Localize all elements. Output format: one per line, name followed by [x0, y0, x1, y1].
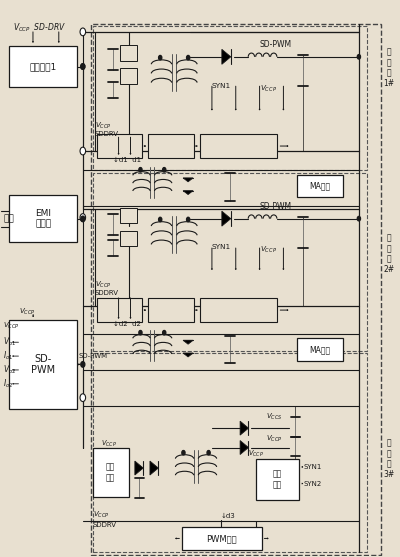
Text: EMI
滤波器: EMI 滤波器 [35, 209, 51, 228]
Text: $V_{CCP}$: $V_{CCP}$ [266, 434, 282, 444]
Polygon shape [183, 178, 193, 182]
Circle shape [182, 451, 185, 455]
Text: $V_{CCP}$: $V_{CCP}$ [260, 84, 277, 94]
Text: $V_{o2}$: $V_{o2}$ [3, 364, 17, 376]
Bar [120, 231, 137, 246]
Text: MA控制: MA控制 [310, 182, 331, 190]
Circle shape [357, 55, 360, 59]
Circle shape [80, 394, 86, 402]
Text: $V_{CCP}$: $V_{CCP}$ [260, 245, 277, 255]
Text: $V_{o1}$: $V_{o1}$ [3, 336, 17, 349]
Bar [93, 173, 367, 350]
Text: 线性
稳压: 线性 稳压 [106, 463, 115, 482]
Text: SYN2: SYN2 [303, 481, 322, 487]
Circle shape [80, 28, 86, 36]
Text: $V_{CCP}$  SD-DRV: $V_{CCP}$ SD-DRV [13, 22, 66, 34]
Text: SDDRV: SDDRV [95, 131, 119, 138]
Bar [97, 299, 142, 322]
Circle shape [207, 451, 210, 455]
Bar [93, 353, 367, 552]
Text: SDDRV: SDDRV [93, 522, 117, 528]
Polygon shape [240, 421, 248, 435]
Bar [182, 527, 262, 550]
Text: SD-PWM: SD-PWM [260, 202, 292, 211]
Bar [297, 338, 343, 360]
Bar [93, 447, 128, 497]
Polygon shape [240, 441, 248, 455]
Bar [148, 134, 194, 158]
Text: $V_{CCP}$: $V_{CCP}$ [248, 449, 264, 460]
Text: 变
换
器
3#: 变 换 器 3# [383, 438, 394, 478]
Circle shape [81, 361, 85, 367]
Text: ↓d1  d1: ↓d1 d1 [114, 157, 142, 163]
Circle shape [81, 63, 85, 69]
Circle shape [81, 63, 85, 69]
Text: $V_{CCP}$: $V_{CCP}$ [3, 320, 20, 331]
Bar [93, 26, 367, 170]
Text: $I_{o2}$: $I_{o2}$ [3, 378, 14, 390]
Bar [120, 208, 137, 223]
Bar [200, 134, 278, 158]
Bar [120, 45, 137, 61]
Circle shape [163, 168, 166, 172]
Text: SYN1: SYN1 [212, 245, 231, 251]
Bar [9, 46, 77, 87]
Circle shape [186, 56, 190, 60]
Bar [148, 299, 194, 322]
Bar [9, 320, 77, 409]
Circle shape [80, 214, 86, 222]
Polygon shape [183, 190, 193, 194]
Circle shape [139, 168, 142, 172]
Polygon shape [135, 461, 143, 475]
Text: $I_{o1}$: $I_{o1}$ [3, 350, 14, 363]
Polygon shape [222, 50, 231, 64]
Text: $V_{CCP}$: $V_{CCP}$ [101, 438, 116, 449]
Text: 检测保护1: 检测保护1 [30, 62, 57, 71]
Bar [297, 175, 343, 197]
Bar [91, 23, 381, 555]
Polygon shape [183, 353, 193, 357]
Text: $V_{CCP}$: $V_{CCP}$ [93, 510, 109, 520]
Text: 变
换
器
1#: 变 换 器 1# [383, 48, 394, 88]
Circle shape [163, 330, 166, 335]
Circle shape [80, 147, 86, 155]
Text: ↓d3: ↓d3 [221, 513, 236, 519]
Circle shape [159, 217, 162, 222]
Text: SDDRV: SDDRV [95, 290, 119, 296]
Polygon shape [222, 211, 231, 226]
Circle shape [186, 217, 190, 222]
Bar [9, 196, 77, 242]
Text: SD-
PWM: SD- PWM [31, 354, 55, 375]
Bar [256, 458, 299, 500]
Polygon shape [183, 340, 193, 344]
Text: 同步
控制: 同步 控制 [273, 470, 282, 489]
Text: SD-PWM: SD-PWM [79, 353, 108, 359]
Text: $V_{CCS}$: $V_{CCS}$ [266, 412, 282, 422]
Circle shape [81, 216, 85, 222]
Text: MA控制: MA控制 [310, 345, 331, 354]
Text: ↓d2  d2: ↓d2 d2 [114, 321, 141, 327]
Text: $V_{CCP}$: $V_{CCP}$ [95, 280, 111, 290]
Text: SD-PWM: SD-PWM [260, 40, 292, 49]
Bar [200, 299, 278, 322]
Text: $V_{CCP}$: $V_{CCP}$ [19, 307, 36, 317]
Text: 变
换
器
2#: 变 换 器 2# [383, 233, 394, 273]
Circle shape [139, 330, 142, 335]
Text: 输入: 输入 [3, 214, 14, 223]
Circle shape [159, 56, 162, 60]
Text: PWM控制: PWM控制 [206, 534, 237, 543]
Bar [120, 69, 137, 84]
Circle shape [357, 217, 360, 221]
Text: SYN1: SYN1 [212, 83, 231, 89]
Text: SYN1: SYN1 [303, 464, 322, 470]
Text: $V_{CCP}$: $V_{CCP}$ [95, 121, 111, 131]
Polygon shape [150, 461, 158, 475]
Bar [97, 134, 142, 158]
